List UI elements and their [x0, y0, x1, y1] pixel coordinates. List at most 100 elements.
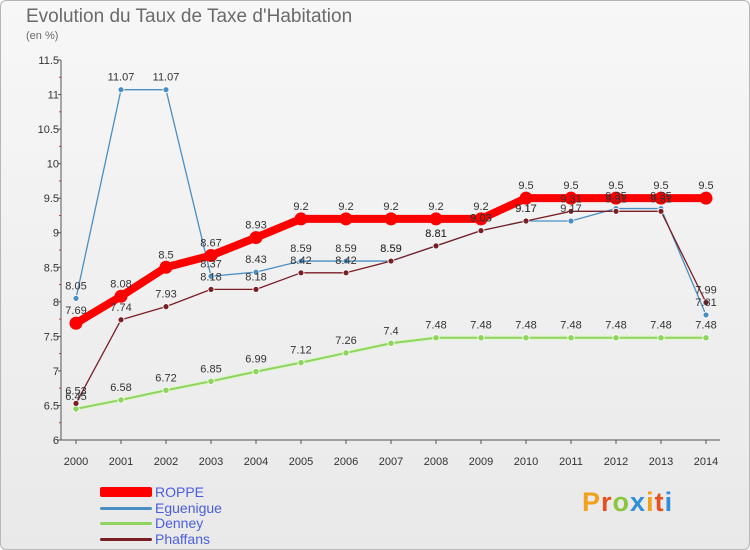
data-label-phaffans: 6.53 [65, 385, 86, 397]
data-label-eguenigue: 11.07 [153, 72, 180, 84]
data-point-eguenigue [207, 272, 215, 280]
legend-swatch-eguenigue [100, 507, 152, 510]
data-label-eguenigue: 9.35 [605, 191, 626, 203]
data-label-phaffans: 8.42 [290, 255, 311, 267]
y-tick-label: 7 [53, 366, 59, 378]
x-tick-label: 2006 [334, 456, 358, 468]
logo-letter: i [664, 487, 674, 517]
logo-letter: P [582, 487, 602, 517]
data-point-denney [387, 339, 395, 347]
data-point-phaffans [657, 207, 665, 215]
data-label-phaffans: 8.42 [335, 255, 356, 267]
data-point-eguenigue [162, 86, 170, 94]
data-point-eguenigue [117, 86, 125, 94]
data-point-roppe [249, 231, 263, 245]
data-point-denney [342, 349, 350, 357]
data-label-eguenigue: 8.59 [380, 243, 401, 255]
data-point-roppe [609, 191, 623, 205]
data-label-denney: 6.45 [65, 391, 86, 403]
data-label-eguenigue: 8.59 [335, 243, 356, 255]
data-label-roppe: 8.5 [158, 249, 173, 261]
data-label-eguenigue: 8.59 [290, 243, 311, 255]
data-point-eguenigue [252, 268, 260, 276]
data-label-denney: 6.58 [110, 382, 131, 394]
data-labels: 6.45 6.58 6.72 6.85 6.99 7.12 7.26 7.4 7.48 7.48 7… [65, 72, 716, 403]
data-point-phaffans [207, 285, 215, 293]
data-label-eguenigue: 9.03 [470, 213, 491, 225]
x-tick-label: 2000 [64, 456, 88, 468]
data-point-eguenigue [297, 257, 305, 265]
data-label-eguenigue: 11.07 [108, 72, 135, 84]
data-label-eguenigue: 9.35 [650, 191, 671, 203]
data-label-denney: 7.48 [425, 320, 446, 332]
data-point-denney [702, 334, 710, 342]
data-label-phaffans: 7.74 [110, 302, 131, 314]
data-label-denney: 7.48 [515, 320, 536, 332]
data-label-roppe: 9.5 [698, 180, 713, 192]
x-tick-label: 2004 [244, 456, 268, 468]
data-point-denney [522, 334, 530, 342]
data-label-roppe: 8.67 [200, 238, 221, 250]
data-label-phaffans: 8.18 [245, 271, 266, 283]
data-label-denney: 6.72 [155, 372, 176, 384]
data-point-roppe [159, 260, 173, 274]
data-label-phaffans: 9.31 [650, 193, 671, 205]
y-tick-label: 7.5 [44, 331, 59, 343]
data-label-roppe: 8.93 [245, 220, 266, 232]
data-label-roppe: 9.5 [653, 180, 668, 192]
series-lines [69, 86, 713, 413]
data-point-eguenigue [702, 311, 710, 319]
data-point-roppe [384, 212, 398, 226]
y-tick-label: 11.5 [38, 55, 59, 67]
logo-letter: o [612, 487, 631, 517]
chart-title: Evolution du Taux de Taxe d'Habitation [26, 6, 353, 27]
data-label-roppe: 9.2 [428, 201, 443, 213]
y-tick-label: 10.5 [38, 124, 59, 136]
data-point-roppe [474, 212, 488, 226]
chart-unit: (en %) [26, 30, 59, 42]
data-label-roppe: 9.5 [518, 180, 533, 192]
data-label-denney: 6.85 [200, 363, 221, 375]
x-tick-label: 2002 [154, 456, 178, 468]
data-point-phaffans [612, 207, 620, 215]
y-tick-label: 10 [47, 159, 59, 171]
data-label-roppe: 9.5 [563, 180, 578, 192]
data-point-roppe [699, 191, 713, 205]
proxiti-logo[interactable]: Proxiti [582, 487, 673, 518]
legend-label-eguenigue: Eguenigue [155, 500, 222, 516]
data-point-roppe [339, 212, 353, 226]
data-label-roppe: 7.69 [65, 305, 86, 317]
data-label-denney: 7.12 [290, 345, 311, 357]
data-label-roppe: 9.2 [293, 201, 308, 213]
data-point-eguenigue [72, 294, 80, 302]
data-label-phaffans: 7.99 [695, 285, 716, 297]
x-tick-label: 2003 [199, 456, 223, 468]
data-point-denney [657, 334, 665, 342]
data-point-phaffans [342, 269, 350, 277]
data-label-denney: 6.99 [245, 354, 266, 366]
y-tick-label: 9 [53, 228, 59, 240]
data-label-denney: 7.48 [695, 320, 716, 332]
logo-letter: t [654, 487, 665, 517]
x-tick-label: 2005 [289, 456, 313, 468]
data-label-eguenigue: 8.37 [200, 258, 221, 270]
data-label-denney: 7.48 [650, 320, 671, 332]
y-tick-label: 11 [48, 90, 59, 102]
y-tick-label: 6 [53, 435, 59, 447]
data-point-denney [207, 377, 215, 385]
data-point-phaffans [72, 399, 80, 407]
data-label-roppe: 9.2 [473, 201, 488, 213]
data-point-phaffans [297, 269, 305, 277]
data-label-phaffans: 8.59 [380, 243, 401, 255]
data-point-eguenigue [567, 217, 575, 225]
data-point-denney [252, 367, 260, 376]
x-tick-label: 2007 [379, 456, 403, 468]
legend-label-denney: Denney [155, 515, 204, 531]
legend-label-roppe: ROPPE [155, 484, 205, 500]
data-point-phaffans [387, 257, 395, 265]
data-label-eguenigue: 8.81 [425, 228, 446, 240]
data-point-phaffans [252, 285, 260, 293]
data-label-roppe: 9.2 [338, 201, 353, 213]
